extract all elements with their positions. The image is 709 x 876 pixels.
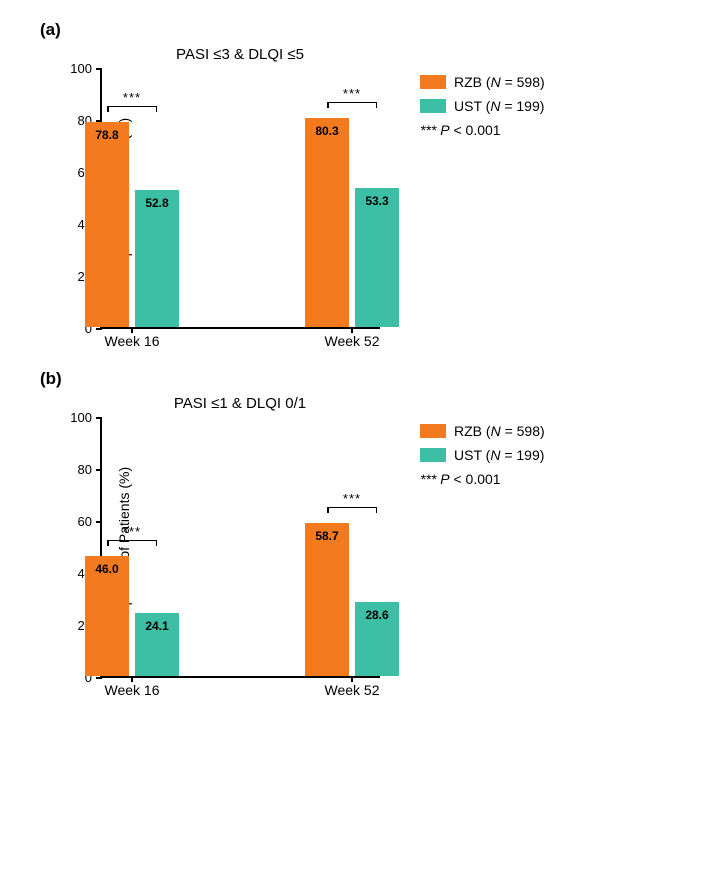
- legend-sig-P-b: P: [436, 471, 449, 487]
- panel-b-row: PASI ≤1 & DLQI 0/1 020406080100Proportio…: [40, 395, 689, 678]
- bar-value-label: 78.8: [95, 128, 118, 142]
- panel-b-chart-wrap: PASI ≤1 & DLQI 0/1 020406080100Proportio…: [100, 395, 380, 678]
- panel-b-label: (b): [40, 369, 689, 389]
- panel-a-plot: 020406080100Proportion of Patients (%)78…: [100, 69, 380, 329]
- bar-value-label: 58.7: [315, 529, 338, 543]
- panel-a-chart-wrap: PASI ≤3 & DLQI ≤5 020406080100Proportion…: [100, 46, 380, 329]
- legend-rzb-eq-b: = 598): [501, 423, 545, 439]
- bar-rzb: 46.0: [85, 556, 129, 676]
- legend-ust-eq-b: = 199): [500, 447, 544, 463]
- legend-ust-text: UST (N = 199): [454, 98, 544, 114]
- bar-value-label: 52.8: [145, 196, 168, 210]
- panel-a-row: PASI ≤3 & DLQI ≤5 020406080100Proportion…: [40, 46, 689, 329]
- legend-rzb: RZB (N = 598): [420, 74, 545, 90]
- legend-ust-text-b: UST (N = 199): [454, 447, 544, 463]
- legend-ust-b: UST (N = 199): [420, 447, 545, 463]
- bar-ust: 24.1: [135, 613, 179, 676]
- bar-value-label: 80.3: [315, 124, 338, 138]
- legend-ust-N-b: N: [490, 447, 500, 463]
- panel-b-legend: RZB (N = 598) UST (N = 199) *** P < 0.00…: [420, 423, 545, 487]
- bar-value-label: 53.3: [365, 194, 388, 208]
- x-category-label: Week 52: [312, 333, 392, 349]
- swatch-ust: [420, 99, 446, 113]
- swatch-ust-b: [420, 448, 446, 462]
- legend-rzb-prefix: RZB (: [454, 74, 491, 90]
- legend-ust-prefix: UST (: [454, 98, 490, 114]
- bar-ust: 52.8: [135, 190, 179, 327]
- legend-sig-rest: < 0.001: [450, 122, 501, 138]
- panel-a-legend: RZB (N = 598) UST (N = 199) *** P < 0.00…: [420, 74, 545, 138]
- panel-b: (b) PASI ≤1 & DLQI 0/1 020406080100Propo…: [40, 369, 689, 678]
- x-category-label: Week 16: [92, 333, 172, 349]
- legend-rzb-N: N: [491, 74, 501, 90]
- legend-rzb-N-b: N: [491, 423, 501, 439]
- legend-ust-eq: = 199): [500, 98, 544, 114]
- legend-rzb-text: RZB (N = 598): [454, 74, 545, 90]
- bar-rzb: 80.3: [305, 118, 349, 327]
- bar-rzb: 58.7: [305, 523, 349, 676]
- legend-sig-note-b: *** P < 0.001: [420, 471, 545, 487]
- panel-a: (a) PASI ≤3 & DLQI ≤5 020406080100Propor…: [40, 20, 689, 329]
- legend-ust-prefix-b: UST (: [454, 447, 490, 463]
- legend-rzb-eq: = 598): [501, 74, 545, 90]
- legend-ust-N: N: [490, 98, 500, 114]
- legend-sig-rest-b: < 0.001: [450, 471, 501, 487]
- x-category-label: Week 52: [312, 682, 392, 698]
- bar-group: 58.7 28.6: [305, 523, 399, 676]
- figure-page: (a) PASI ≤3 & DLQI ≤5 020406080100Propor…: [0, 0, 709, 876]
- legend-rzb-b: RZB (N = 598): [420, 423, 545, 439]
- panel-a-title: PASI ≤3 & DLQI ≤5: [100, 46, 380, 63]
- legend-sig-stars-b: ***: [420, 471, 436, 487]
- legend-ust: UST (N = 199): [420, 98, 545, 114]
- bar-ust: 53.3: [355, 188, 399, 327]
- bar-group: 46.0 24.1: [85, 556, 179, 676]
- bar-group: 80.3 53.3: [305, 118, 399, 327]
- legend-rzb-prefix-b: RZB (: [454, 423, 491, 439]
- panel-a-label: (a): [40, 20, 689, 40]
- legend-rzb-text-b: RZB (N = 598): [454, 423, 545, 439]
- panel-b-plot: 020406080100Proportion of Patients (%)46…: [100, 418, 380, 678]
- bar-group: 78.8 52.8: [85, 122, 179, 327]
- bar-value-label: 46.0: [95, 562, 118, 576]
- bar-rzb: 78.8: [85, 122, 129, 327]
- bar-ust: 28.6: [355, 602, 399, 676]
- swatch-rzb: [420, 75, 446, 89]
- legend-sig-note: *** P < 0.001: [420, 122, 545, 138]
- panel-b-title: PASI ≤1 & DLQI 0/1: [100, 395, 380, 412]
- x-category-label: Week 16: [92, 682, 172, 698]
- swatch-rzb-b: [420, 424, 446, 438]
- bar-value-label: 28.6: [365, 608, 388, 622]
- legend-sig-P: P: [436, 122, 449, 138]
- legend-sig-stars: ***: [420, 122, 436, 138]
- bar-value-label: 24.1: [145, 619, 168, 633]
